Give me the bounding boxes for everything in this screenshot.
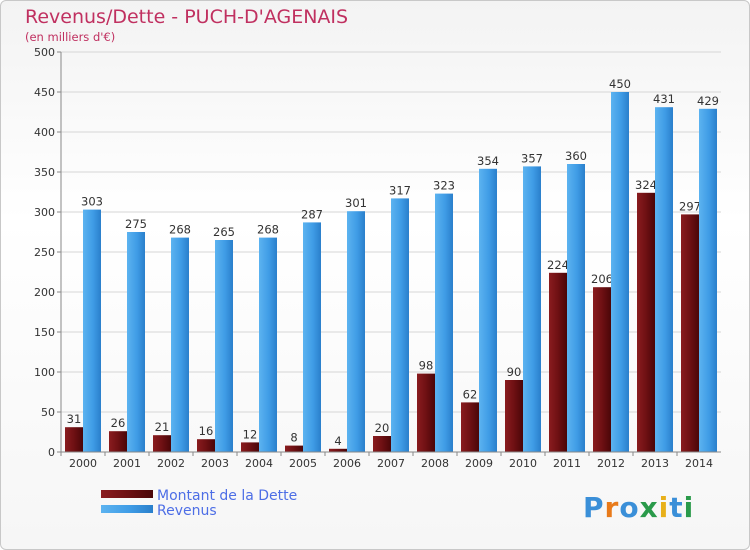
data-label-dette-2008: 98 — [419, 359, 434, 373]
y-tick-label: 150 — [34, 326, 55, 339]
y-tick-label: 450 — [34, 86, 55, 99]
x-tick-label-2013: 2013 — [641, 457, 669, 470]
bar-dette-2006 — [329, 448, 347, 452]
data-label-dette-2013: 324 — [635, 178, 657, 192]
bar-dette-2007 — [373, 436, 391, 452]
proxiti-logo: Proxiti — [583, 491, 694, 524]
x-tick-label-2002: 2002 — [157, 457, 185, 470]
bar-dette-2003 — [197, 439, 215, 452]
data-label-revenus-2006: 301 — [345, 196, 367, 210]
data-label-revenus-2007: 317 — [389, 183, 411, 197]
bar-dette-2004 — [241, 442, 259, 452]
y-tick-label: 350 — [34, 166, 55, 179]
x-tick-label-2014: 2014 — [685, 457, 713, 470]
x-tick-label-2007: 2007 — [377, 457, 405, 470]
bar-revenus-2013 — [655, 107, 673, 452]
x-tick-label-2011: 2011 — [553, 457, 581, 470]
bar-dette-2001 — [109, 431, 127, 452]
y-tick-label: 300 — [34, 206, 55, 219]
data-label-revenus-2003: 265 — [213, 225, 235, 239]
bar-revenus-2009 — [479, 168, 497, 453]
legend-label-debt: Montant de la Dette — [157, 488, 297, 504]
x-tick-label-2008: 2008 — [421, 457, 449, 470]
bar-dette-2000 — [65, 427, 83, 452]
data-label-revenus-2012: 450 — [609, 77, 631, 91]
data-label-dette-2002: 21 — [155, 420, 170, 434]
y-tick-label: 400 — [34, 126, 55, 139]
bar-dette-2002 — [153, 435, 171, 452]
bar-dette-2011 — [549, 272, 567, 452]
data-label-revenus-2011: 360 — [565, 149, 587, 163]
data-label-dette-2011: 224 — [547, 258, 569, 272]
data-label-dette-2006: 4 — [334, 434, 341, 448]
legend-swatch-revenus — [101, 505, 153, 513]
bar-revenus-2011 — [567, 164, 585, 452]
x-tick-label-2012: 2012 — [597, 457, 625, 470]
bar-dette-2005 — [285, 445, 303, 452]
bar-revenus-2012 — [611, 92, 629, 452]
bar-revenus-2000 — [83, 209, 101, 452]
bar-revenus-2007 — [391, 198, 409, 452]
data-label-revenus-2001: 275 — [125, 217, 147, 231]
data-label-revenus-2008: 323 — [433, 179, 455, 193]
data-label-revenus-2000: 303 — [81, 195, 103, 209]
data-label-dette-2001: 26 — [111, 416, 126, 430]
x-tick-label-2010: 2010 — [509, 457, 537, 470]
chart-subtitle: (en milliers d'€) — [25, 30, 116, 44]
data-label-dette-2004: 12 — [243, 427, 258, 441]
bar-revenus-2014 — [699, 108, 717, 453]
data-label-dette-2010: 90 — [507, 365, 522, 379]
y-tick-label: 200 — [34, 286, 55, 299]
data-label-revenus-2004: 268 — [257, 223, 279, 237]
legend-label-revenus: Revenus — [157, 503, 217, 519]
x-tick-label-2003: 2003 — [201, 457, 229, 470]
data-label-dette-2005: 8 — [290, 431, 297, 445]
bar-dette-2010 — [505, 380, 523, 452]
x-tick-label-2006: 2006 — [333, 457, 361, 470]
bar-revenus-2008 — [435, 193, 453, 452]
data-label-revenus-2005: 287 — [301, 207, 323, 221]
data-label-revenus-2002: 268 — [169, 223, 191, 237]
x-tick-label-2000: 2000 — [69, 457, 97, 470]
bar-revenus-2001 — [127, 232, 145, 452]
y-tick-label: 0 — [48, 446, 55, 459]
bars: 31 303 26 275 21 268 16 265 12 268 8 287 4 301 20 317 98… — [65, 77, 719, 453]
bar-dette-2008 — [417, 373, 435, 452]
y-tick-label: 50 — [41, 406, 55, 419]
y-tick-label: 100 — [34, 366, 55, 379]
bar-dette-2012 — [593, 287, 611, 452]
svg-text:Proxiti: Proxiti — [583, 491, 694, 524]
bar-revenus-2003 — [215, 240, 233, 452]
y-tick-label: 250 — [34, 246, 55, 259]
data-label-revenus-2013: 431 — [653, 92, 675, 106]
data-label-dette-2003: 16 — [199, 424, 214, 438]
data-label-revenus-2014: 429 — [697, 94, 719, 108]
axes: 0 50 100 150 200 250 300 350 400 450 500 2000 2001 20… — [34, 46, 721, 470]
bar-revenus-2005 — [303, 222, 321, 452]
bar-dette-2009 — [461, 402, 479, 452]
bar-revenus-2010 — [523, 166, 541, 452]
x-tick-label-2005: 2005 — [289, 457, 317, 470]
data-label-dette-2007: 20 — [375, 421, 390, 435]
x-tick-label-2009: 2009 — [465, 457, 493, 470]
bar-revenus-2004 — [259, 237, 277, 452]
bar-revenus-2002 — [171, 237, 189, 452]
legend-swatch-debt — [101, 490, 153, 498]
data-label-dette-2012: 206 — [591, 272, 613, 286]
data-label-revenus-2010: 357 — [521, 151, 543, 165]
data-label-dette-2009: 62 — [463, 387, 478, 401]
bar-dette-2013 — [637, 192, 655, 453]
x-tick-label-2004: 2004 — [245, 457, 273, 470]
data-label-dette-2014: 297 — [679, 199, 701, 213]
bar-revenus-2006 — [347, 211, 365, 452]
y-tick-label: 500 — [34, 46, 55, 59]
data-label-revenus-2009: 354 — [477, 154, 499, 168]
bar-dette-2014 — [681, 214, 699, 452]
chart-title: Revenus/Dette - PUCH-D'AGENAIS — [25, 6, 349, 28]
data-label-dette-2000: 31 — [67, 412, 82, 426]
legend: Montant de la Dette Revenus — [101, 488, 297, 519]
x-tick-label-2001: 2001 — [113, 457, 141, 470]
